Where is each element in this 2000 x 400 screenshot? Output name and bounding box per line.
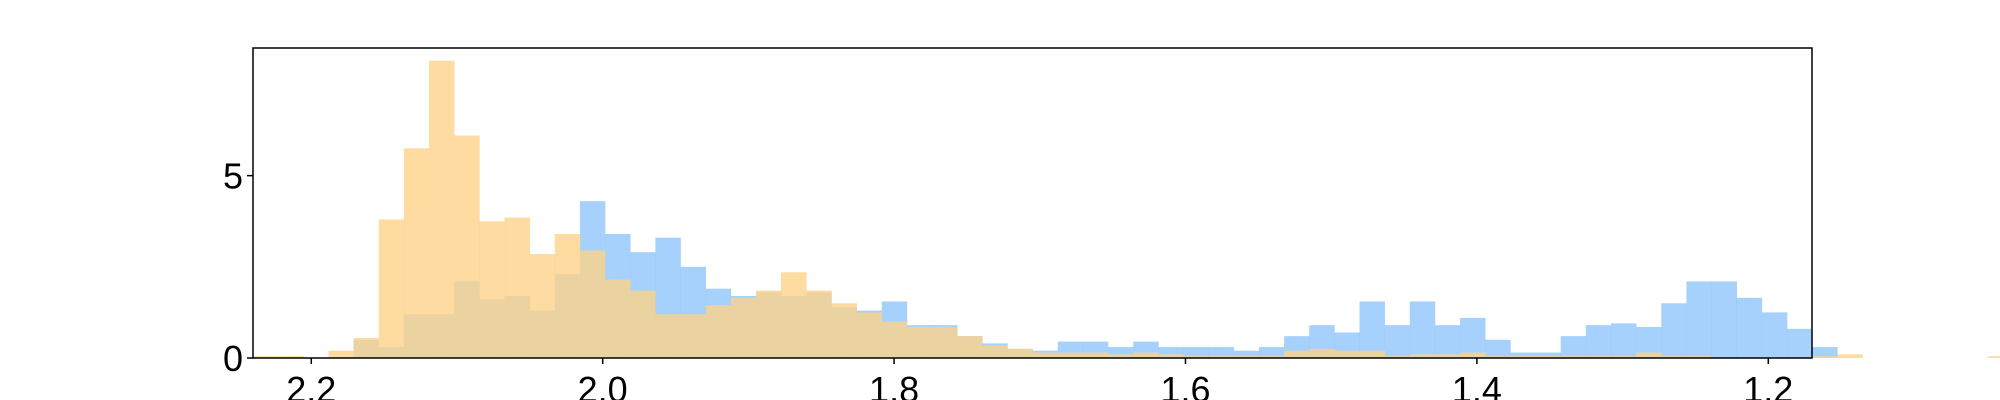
histogram-bar <box>1082 352 1109 358</box>
y-axis: 05 <box>223 156 253 379</box>
histogram-bar <box>554 234 581 358</box>
histogram-bar <box>1359 350 1385 358</box>
histogram-bars <box>253 60 2000 358</box>
histogram-bar <box>253 356 279 358</box>
series-2 <box>253 60 2000 358</box>
histogram-bar <box>1007 348 1033 358</box>
histogram-bar <box>1736 297 1763 358</box>
histogram-bar <box>730 297 757 358</box>
histogram-bar <box>1258 356 1285 358</box>
histogram-bar <box>881 321 908 358</box>
histogram-bar <box>1108 347 1134 358</box>
histogram-bar <box>655 314 681 358</box>
histogram-bar <box>1208 356 1235 358</box>
histogram-bar <box>1610 356 1637 358</box>
x-axis: 2.2 2.0 1.8 1.6 1.4 1.2 <box>286 358 1793 400</box>
histogram-bar <box>982 345 1008 358</box>
histogram-bar <box>1560 336 1587 358</box>
histogram-bar <box>1510 356 1536 358</box>
y-tick-label: 0 <box>223 338 243 379</box>
histogram-bar <box>1485 339 1511 358</box>
histogram-bar <box>1661 356 1687 358</box>
histogram-bar <box>429 60 455 358</box>
histogram-bar <box>1560 356 1587 358</box>
x-tick-label: 2.0 <box>578 369 628 400</box>
histogram-bar <box>1032 352 1059 358</box>
histogram-bar <box>1610 323 1637 358</box>
plot-frame <box>252 47 1813 359</box>
histogram-bar <box>1183 347 1209 358</box>
histogram-bar <box>1585 356 1612 358</box>
histogram-bar <box>1183 356 1209 358</box>
histogram-bar <box>1787 328 1813 358</box>
histogram-bar <box>856 312 882 358</box>
histogram-bar <box>605 279 631 358</box>
histogram-bar <box>1057 352 1084 358</box>
histogram-bar <box>1636 352 1662 358</box>
histogram-bar <box>1812 347 1838 358</box>
histogram-bar <box>1761 312 1788 358</box>
histogram-bar <box>705 305 732 358</box>
histogram-bar <box>278 356 304 358</box>
x-tick-label: 2.2 <box>286 369 336 400</box>
histogram-bar <box>1434 325 1461 358</box>
histogram-bar <box>1686 281 1712 358</box>
histogram-bar <box>1460 352 1486 358</box>
x-tick-label: 1.4 <box>1452 369 1502 400</box>
histogram-bar <box>1988 356 2000 358</box>
histogram-bar <box>1384 325 1411 358</box>
histogram-bar <box>1409 354 1436 358</box>
histogram-bar <box>479 221 505 358</box>
x-tick-label: 1.2 <box>1743 369 1793 400</box>
y-tick-label: 5 <box>223 156 243 197</box>
histogram-bar <box>1711 281 1738 358</box>
histogram-bar <box>1258 347 1285 358</box>
histogram-bar <box>1158 347 1184 358</box>
histogram-bar <box>579 250 606 358</box>
histogram-bar <box>378 219 405 358</box>
histogram-bar <box>1535 352 1561 358</box>
histogram-bar <box>1812 356 1838 358</box>
histogram-bar <box>1158 354 1184 358</box>
histogram-bar <box>1837 354 1863 358</box>
histogram-bar <box>781 272 807 358</box>
histogram-bar <box>529 254 556 358</box>
histogram-bar <box>1108 354 1134 358</box>
histogram-bar <box>1485 356 1511 358</box>
histogram-bar <box>906 327 933 358</box>
histogram-bar <box>1359 301 1385 358</box>
histogram-bar <box>1510 352 1536 358</box>
histogram-bar <box>1535 356 1561 358</box>
histogram-bar <box>403 148 430 358</box>
histogram-bar <box>1661 303 1687 358</box>
histogram-bar <box>1409 301 1436 358</box>
x-tick-label: 1.6 <box>1160 369 1210 400</box>
histogram-bar <box>1384 356 1411 358</box>
histogram-bar <box>353 337 380 358</box>
histogram-bar <box>755 290 782 358</box>
histogram-bar <box>680 314 706 358</box>
histogram-bar <box>1460 317 1486 358</box>
histogram-bar <box>1233 350 1260 358</box>
histogram-bar <box>806 290 832 358</box>
histogram-bar <box>630 290 656 358</box>
histogram-bar <box>1133 352 1159 358</box>
histogram-bar <box>1284 350 1310 358</box>
histogram-bar <box>1686 356 1712 358</box>
histogram-bar <box>1334 350 1360 358</box>
histogram-bar <box>1208 347 1235 358</box>
histogram-bar <box>1434 354 1461 358</box>
histogram-bar <box>1233 356 1260 358</box>
histogram-bar <box>454 135 480 358</box>
histogram-bar <box>932 327 958 358</box>
histogram-bar <box>1309 348 1335 358</box>
histogram-bar <box>1585 325 1612 358</box>
histogram-bar <box>328 350 354 358</box>
histogram-bar <box>957 336 983 358</box>
x-tick-label: 1.8 <box>869 369 919 400</box>
histogram-bar <box>504 217 530 358</box>
histogram-bar <box>831 303 857 358</box>
